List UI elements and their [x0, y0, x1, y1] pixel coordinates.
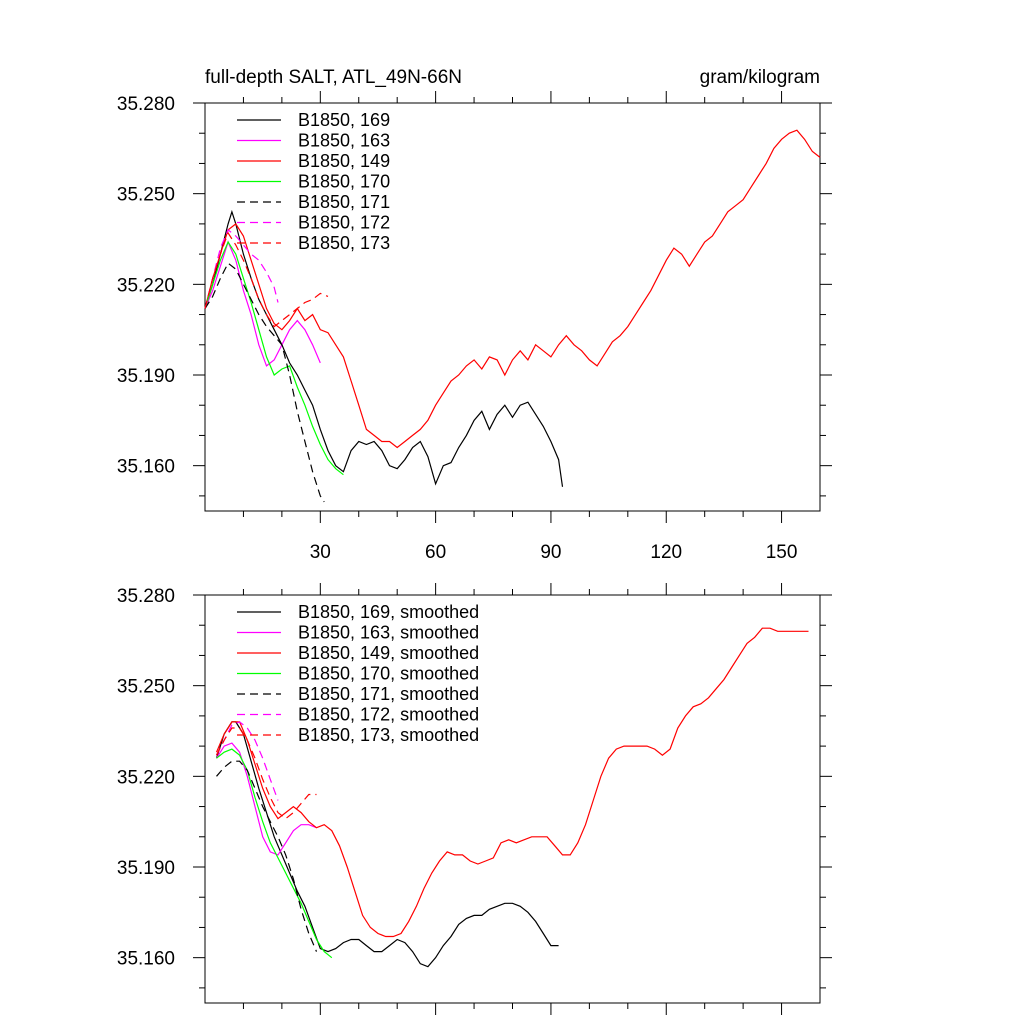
bottom-legend-label-3: B1850, 149, smoothed — [298, 643, 479, 663]
bottom-y-tick-label: 35.220 — [117, 767, 175, 788]
top-x-tick-label: 60 — [425, 542, 446, 563]
top-series-line-6 — [204, 228, 279, 309]
bottom-y-tick-label: 35.160 — [117, 949, 175, 970]
top-x-tick-label: 90 — [540, 542, 561, 563]
top-legend-label-2: B1850, 163 — [298, 131, 390, 151]
bottom-series-line-2 — [215, 742, 317, 856]
chart-units: gram/kilogram — [700, 67, 820, 88]
top-legend-label-6: B1850, 172 — [298, 213, 390, 233]
bottom-legend-label-7: B1850, 173, smoothed — [298, 725, 479, 745]
top-x-tick-label: 30 — [310, 542, 331, 563]
top-series-line-1 — [204, 209, 564, 487]
bottom-y-tick-label: 35.280 — [117, 586, 175, 607]
top-series-line-5 — [204, 262, 325, 503]
top-y-tick-label: 35.280 — [117, 94, 175, 115]
top-legend-label-3: B1850, 149 — [298, 151, 390, 171]
bottom-legend-label-5: B1850, 171, smoothed — [298, 684, 479, 704]
bottom-legend-label-6: B1850, 172, smoothed — [298, 705, 479, 725]
top-legend-label-7: B1850, 173 — [298, 233, 390, 253]
bottom-series-line-7 — [215, 727, 317, 820]
top-legend-label-4: B1850, 170 — [298, 172, 390, 192]
top-legend-label-5: B1850, 171 — [298, 192, 390, 212]
top-y-tick-label: 35.250 — [117, 185, 175, 206]
top-series-line-3 — [204, 129, 821, 449]
bottom-legend-label-2: B1850, 163, smoothed — [298, 623, 479, 643]
bottom-series-line-3 — [215, 627, 809, 938]
top-y-tick-label: 35.220 — [117, 275, 175, 296]
chart-title: full-depth SALT, ATL_49N-66N — [205, 67, 462, 88]
bottom-series-line-5 — [216, 760, 318, 952]
top-y-tick-label: 35.160 — [117, 457, 175, 478]
bottom-legend-label-4: B1850, 170, smoothed — [298, 664, 479, 684]
bottom-series-line-1 — [215, 721, 559, 968]
top-series-line-2 — [204, 240, 321, 367]
top-x-tick-label: 150 — [766, 542, 798, 563]
bottom-series-line-4 — [216, 748, 333, 959]
top-x-tick-label: 120 — [650, 542, 682, 563]
bottom-legend-label-1: B1850, 169, smoothed — [298, 602, 479, 622]
bottom-y-tick-label: 35.190 — [117, 858, 175, 879]
bottom-panel: 35.160 35.190 35.220 35.250 35.280 B1850, 169… — [117, 583, 832, 1015]
top-series-line-4 — [204, 240, 344, 476]
top-panel: 30 60 90 120 150 35.160 35.190 35.220 35.250 35.2… — [117, 91, 832, 563]
bottom-y-tick-label: 35.250 — [117, 677, 175, 698]
top-series-line-7 — [204, 231, 329, 328]
bottom-series-line-6 — [215, 721, 279, 801]
top-legend-label-1: B1850, 169 — [298, 110, 390, 130]
top-y-tick-label: 35.190 — [117, 366, 175, 387]
